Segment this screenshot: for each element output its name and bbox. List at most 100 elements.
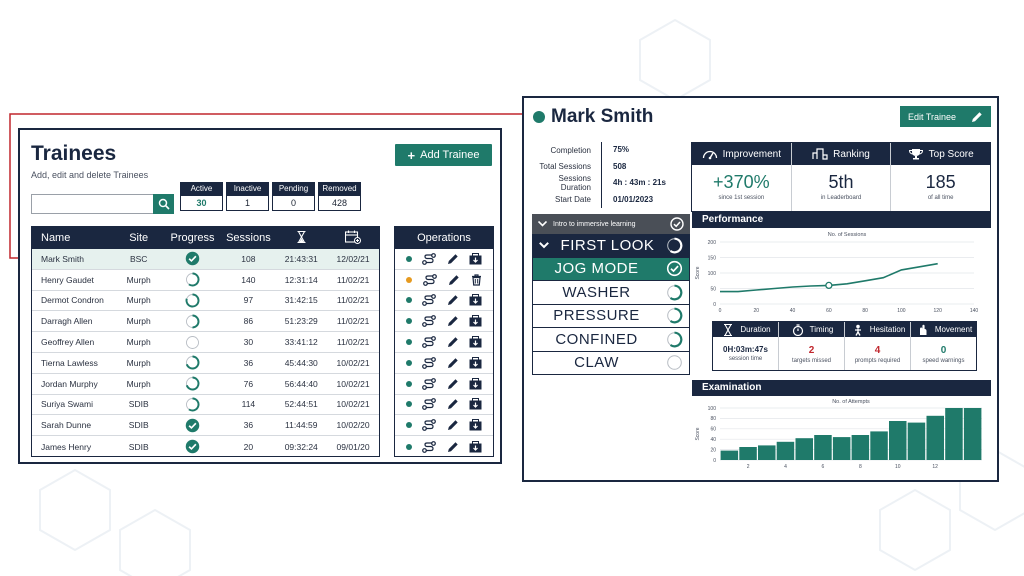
- pencil-icon[interactable]: [447, 253, 459, 265]
- add-trainee-button[interactable]: + Add Trainee: [395, 144, 492, 166]
- table-row[interactable]: Sarah Dunne SDIB 36 11:44:59 10/02/20: [32, 415, 379, 437]
- table-row[interactable]: James Henry SDIB 20 09:32:24 09/01/20: [32, 436, 379, 457]
- status-dot-icon: [406, 401, 413, 408]
- session-metric-card: Timing 2 targets missed: [779, 322, 845, 370]
- session-metric-header: Timing: [779, 322, 844, 337]
- trainees-table: Name Site Progress Sessions: [31, 226, 380, 457]
- step-item[interactable]: CLAW: [532, 351, 690, 375]
- cell-progress: [164, 251, 222, 266]
- step-item[interactable]: PRESSURE: [532, 304, 690, 328]
- route-icon[interactable]: [422, 252, 437, 265]
- route-icon[interactable]: [422, 294, 437, 307]
- step-item[interactable]: WASHER: [532, 281, 690, 305]
- export-icon[interactable]: [469, 419, 482, 431]
- steps-list: FIRST LOOK JOG MODE WASHER PRESSURE CONFINED…: [532, 234, 690, 375]
- step-item[interactable]: JOG MODE: [532, 257, 690, 281]
- operations-row: [395, 291, 493, 312]
- col-progress[interactable]: Progress: [170, 232, 215, 244]
- info-value: 4h : 43m : 21s: [601, 175, 666, 192]
- edit-trainee-button[interactable]: Edit Trainee: [900, 106, 991, 127]
- y-tick-label: 0: [713, 458, 716, 464]
- pencil-icon[interactable]: [447, 419, 459, 431]
- route-icon[interactable]: [422, 315, 437, 328]
- cell-sessions: 108: [241, 253, 256, 264]
- table-row[interactable]: Geoffrey Allen Murph 30 33:41:12 11/02/21: [32, 332, 379, 353]
- pencil-icon[interactable]: [448, 274, 460, 286]
- stat-label: Active: [180, 182, 223, 196]
- bar: [907, 422, 926, 460]
- session-metric-card: Duration 0H:03m:47s session time: [713, 322, 779, 370]
- pencil-icon[interactable]: [447, 398, 459, 410]
- route-icon[interactable]: [422, 419, 437, 432]
- pencil-icon[interactable]: [447, 294, 459, 306]
- pencil-icon[interactable]: [447, 441, 459, 453]
- x-tick-label: 4: [784, 464, 787, 470]
- route-icon[interactable]: [422, 398, 437, 411]
- status-dot-icon: [406, 297, 413, 304]
- search-button[interactable]: [153, 194, 174, 214]
- trash-icon[interactable]: [471, 274, 482, 286]
- export-icon[interactable]: [469, 294, 482, 306]
- cell-date: 10/02/21: [336, 378, 370, 389]
- stat-3[interactable]: Removed 428: [318, 182, 361, 211]
- step-item[interactable]: FIRST LOOK: [532, 234, 690, 258]
- check-circle-icon: [670, 217, 684, 231]
- stat-2[interactable]: Pending 0: [272, 182, 315, 211]
- export-icon[interactable]: [469, 398, 482, 410]
- col-name[interactable]: Name: [41, 232, 71, 244]
- col-sessions[interactable]: Sessions: [226, 232, 271, 244]
- pencil-icon[interactable]: [447, 315, 459, 327]
- stat-label: Pending: [272, 182, 315, 196]
- bar: [814, 435, 832, 460]
- operations-row: [395, 270, 493, 291]
- export-icon[interactable]: [469, 252, 482, 265]
- chevron-down-icon: [539, 241, 549, 249]
- cell-name: Suriya Swami: [41, 399, 93, 410]
- x-tick-label: 0: [719, 308, 722, 314]
- col-site[interactable]: Site: [129, 232, 149, 244]
- y-axis-label: Score: [695, 266, 701, 279]
- table-row[interactable]: Henry Gaudet Murph 140 12:31:14 11/02/21: [32, 270, 379, 291]
- export-icon[interactable]: [469, 336, 482, 348]
- step-label: JOG MODE: [554, 260, 639, 278]
- stat-1[interactable]: Inactive 1: [226, 182, 269, 211]
- table-row[interactable]: Jordan Murphy Murph 76 56:44:40 10/02/21: [32, 374, 379, 395]
- pencil-icon[interactable]: [447, 378, 459, 390]
- step-label: FIRST LOOK: [560, 236, 655, 254]
- col-duration[interactable]: [275, 230, 327, 246]
- pencil-icon[interactable]: [447, 357, 459, 369]
- route-icon[interactable]: [422, 336, 437, 348]
- route-icon[interactable]: [423, 273, 438, 286]
- table-row[interactable]: Dermot Condron Murph 97 31:42:15 11/02/21: [32, 291, 379, 312]
- stat-0[interactable]: Active 30: [180, 182, 223, 211]
- export-icon[interactable]: [469, 315, 482, 327]
- metric-caption: since 1st session: [718, 195, 765, 201]
- x-tick-label: 120: [934, 308, 943, 314]
- table-row[interactable]: Suriya Swami SDIB 114 52:44:51 10/02/21: [32, 395, 379, 416]
- session-metric-header: Hesitation: [845, 322, 910, 337]
- progress-ring-icon: [185, 376, 200, 391]
- gauge-icon: [702, 150, 717, 160]
- x-tick-label: 100: [897, 308, 906, 314]
- export-icon[interactable]: [469, 377, 482, 390]
- export-icon[interactable]: [469, 356, 482, 369]
- table-row[interactable]: Tierna Lawless Murph 36 45:44:30 10/02/21: [32, 353, 379, 374]
- route-icon[interactable]: [422, 377, 437, 390]
- stat-value: 428: [318, 196, 361, 211]
- table-row[interactable]: Darragh Allen Murph 86 51:23:29 11/02/21: [32, 311, 379, 333]
- col-date[interactable]: [327, 230, 379, 247]
- step-label: WASHER: [562, 283, 631, 301]
- route-icon[interactable]: [422, 440, 437, 453]
- table-row[interactable]: Mark Smith BSC 108 21:43:31 12/02/21: [32, 249, 379, 270]
- steps-header[interactable]: Intro to immersive learning: [532, 214, 690, 234]
- pencil-icon[interactable]: [447, 336, 459, 348]
- step-item[interactable]: CONFINED: [532, 328, 690, 352]
- x-tick-label: 20: [754, 308, 760, 314]
- search-input[interactable]: [31, 194, 174, 214]
- plus-icon: +: [407, 147, 416, 163]
- export-icon[interactable]: [469, 440, 482, 453]
- cell-duration: 52:44:51: [284, 399, 318, 410]
- route-icon[interactable]: [422, 356, 437, 369]
- cell-site: Murph: [126, 295, 151, 306]
- operations-row: [395, 395, 493, 416]
